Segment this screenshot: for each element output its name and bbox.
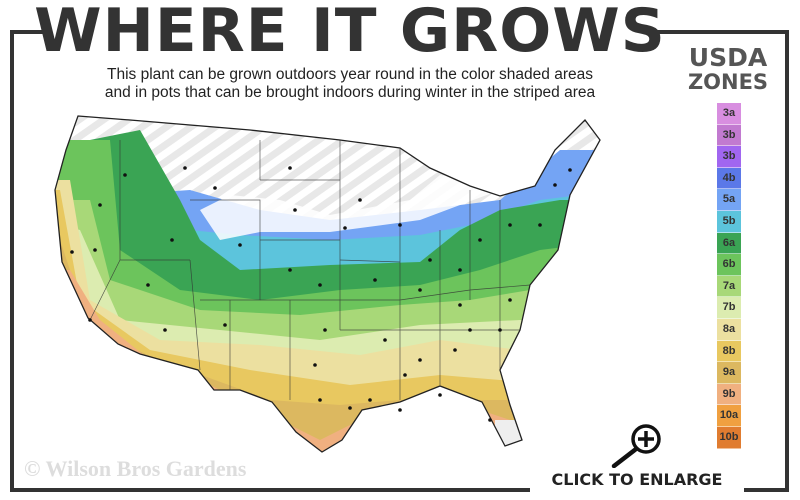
city-dot [453,348,457,352]
city-dot [288,268,292,272]
legend-title: USDA ZONES [682,43,774,94]
city-dot [358,198,362,202]
city-dot [213,186,217,190]
watermark: © Wilson Bros Gardens [24,456,247,481]
city-dot [88,318,92,322]
city-dot [123,173,127,177]
city-dot [468,328,472,332]
city-dot [223,323,227,327]
click-to-enlarge-button[interactable]: CLICK TO ENLARGE [532,470,742,489]
legend-zone-9a: 9a [717,362,741,384]
city-dot [163,328,167,332]
city-dot [183,166,187,170]
frame-left [10,30,14,492]
legend-title-line-2: ZONES [687,70,769,94]
frame-bottom-right [744,488,789,492]
city-dot [93,248,97,252]
legend-zone-10a: 10a [717,405,741,427]
frame-top-left [10,30,44,34]
legend-zone-9b: 9b [717,383,741,406]
city-dot [313,363,317,367]
legend-zone-5b: 5b [717,210,741,233]
city-dot [458,303,462,307]
frame-right [785,30,789,492]
city-dot [318,398,322,402]
city-dot [508,298,512,302]
city-dot [98,203,102,207]
legend-zone-8b: 8b [717,340,741,363]
city-dot [438,393,442,397]
city-dot [70,250,74,254]
city-dot [418,288,422,292]
subtitle-line-2: and in pots that can be brought indoors … [104,84,596,101]
city-dot [318,283,322,287]
city-dot [403,373,407,377]
city-dot [146,283,150,287]
legend-zone-3b: 3b [717,124,741,147]
legend-zone-10b: 10b [717,426,741,449]
zone-legend: 3a 3b 3b 4b 5a 5b 6a 6b 7a 7b 8a 8b 9a 9b 10a 10b [717,103,741,449]
legend-zone-3b: 3b [717,146,741,168]
city-dot [383,338,387,342]
frame-bottom-left [10,488,530,492]
city-dot [428,258,432,262]
frame-top-right [655,30,789,34]
legend-zone-5a: 5a [717,189,741,211]
city-dot [553,183,557,187]
legend-zone-7b: 7b [717,297,741,319]
subtitle: This plant can be grown outdoors year ro… [40,66,660,102]
legend-zone-6a: 6a [717,232,741,255]
legend-zone-6b: 6b [717,254,741,276]
city-dot [398,223,402,227]
magnifier-plus-icon[interactable] [608,422,668,468]
city-dot [458,268,462,272]
city-dot [343,226,347,230]
city-dot [418,358,422,362]
city-dot [170,238,174,242]
subtitle-line-1: This plant can be grown outdoors year ro… [107,66,593,83]
city-dot [568,168,572,172]
city-dot [488,418,492,422]
city-dot [288,166,292,170]
city-dot [538,223,542,227]
legend-zone-8a: 8a [717,318,741,341]
city-dot [373,278,377,282]
city-dot [508,223,512,227]
city-dot [293,208,297,212]
legend-zone-4b: 4b [717,167,741,190]
city-dot [368,398,372,402]
city-dot [323,328,327,332]
city-dot [478,238,482,242]
legend-zone-3a: 3a [717,103,741,125]
legend-zone-7a: 7a [717,275,741,298]
legend-title-line-1: USDA [688,43,768,72]
city-dot [398,408,402,412]
city-dot [238,243,242,247]
city-dot [498,328,502,332]
page-title: WHERE IT GROWS [34,0,666,66]
city-dot [348,406,352,410]
